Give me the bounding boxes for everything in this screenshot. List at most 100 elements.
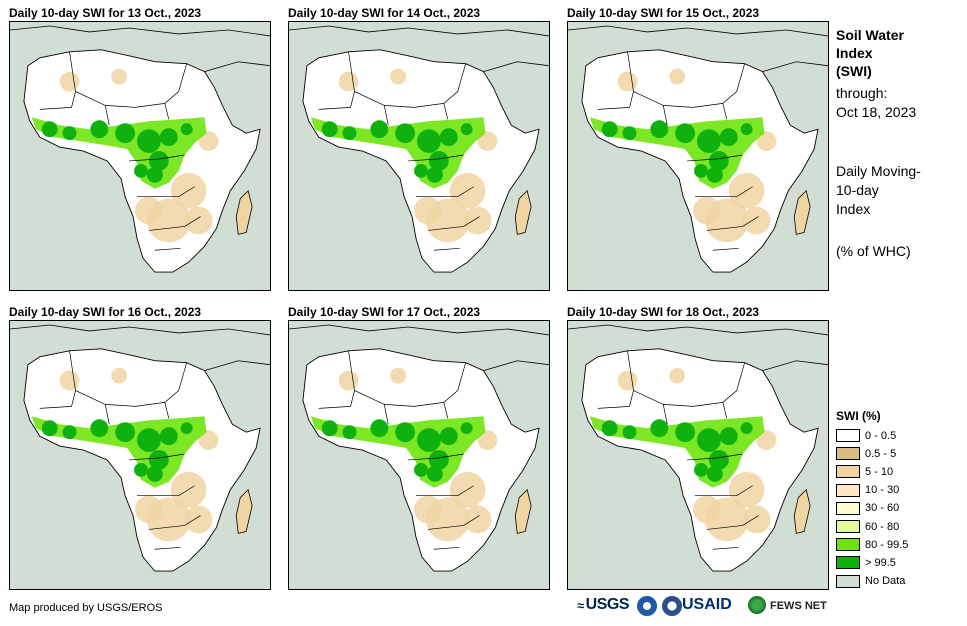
country-border [712,247,739,251]
dry-soil-area [463,206,492,235]
panel-title: Daily 10-day SWI for 16 Oct., 2023 [9,305,202,319]
saturated-area [708,151,729,171]
saturated-area [708,450,729,470]
saturated-area [180,422,193,435]
legend-swatch [836,538,860,552]
dry-soil-area [669,68,686,85]
saturated-area [697,129,721,154]
coastline-mideast [762,360,828,372]
dry-soil-area [617,71,638,92]
country-border [413,63,466,108]
coastline-north [568,324,828,336]
country-border [154,247,181,251]
legend-item: 0 - 0.5 [836,428,896,443]
country-border [427,216,480,231]
coastline-north [568,25,828,37]
country-border [416,186,474,198]
country-border [706,216,759,231]
dry-soil-area [742,505,771,534]
saturated-area [706,166,723,183]
saturated-area [697,428,721,453]
country-border [148,216,201,231]
legend-label: 5 - 10 [865,465,894,478]
saturated-area [719,128,738,147]
panel-title: Daily 10-day SWI for 18 Oct., 2023 [567,305,760,319]
legend-item: > 99.5 [836,555,896,570]
country-border [383,404,389,425]
africa-map [10,25,270,273]
saturated-area [417,129,441,154]
dry-soil-area [414,495,442,524]
country-border [427,515,480,530]
country-border [627,51,694,108]
dry-soil-area [477,430,498,451]
country-border [39,91,76,110]
saturated-area [90,120,109,139]
country-border [408,453,464,461]
legend-item: 10 - 30 [836,483,899,498]
legend-swatch [836,556,860,570]
saturated-area [159,427,178,446]
coastline-mideast [483,61,549,73]
saturated-area [650,419,669,438]
country-border [597,390,634,409]
legend-label: > 99.5 [865,556,896,569]
saturated-area [41,121,58,138]
country-border [433,546,460,550]
map-panel-6 [567,320,829,590]
country-border [137,485,195,497]
legend-item: 80 - 99.5 [836,537,908,552]
saturated-area [370,120,389,139]
dry-soil-area [617,370,638,391]
saturated-area [137,129,161,154]
country-border [164,402,170,419]
madagascar [793,189,811,235]
country-border [692,362,745,407]
country-border [722,402,728,419]
saturated-area [395,422,416,443]
dry-soil-area [184,505,213,534]
coastline-mideast [762,61,828,73]
through-label: through: [836,85,888,101]
fews-globe-icon [748,596,766,614]
saturated-area [414,163,428,178]
saturated-area [62,425,77,440]
saturated-area [428,151,449,171]
legend-label: 0 - 0.5 [865,429,897,442]
africa-map [568,25,828,273]
saturated-area [414,462,428,477]
country-border [129,154,185,162]
dry-soil-area [463,505,492,534]
panel-title: Daily 10-day SWI for 14 Oct., 2023 [288,6,481,20]
dry-soil-area [111,367,128,384]
saturated-area [460,422,473,435]
saturated-area [148,450,169,470]
saturated-area [439,427,458,446]
country-border [443,402,449,419]
saturated-area [675,123,696,144]
dry-soil-area [742,206,771,235]
dry-soil-area [338,370,359,391]
saturated-area [159,128,178,147]
saturated-area [146,465,163,482]
madagascar [514,488,532,534]
legend-swatch [836,483,860,497]
dry-soil-area [669,367,686,384]
country-border [318,390,355,409]
saturated-area [321,420,338,437]
usaid-seal-icon [662,596,682,616]
saturated-area [115,422,136,443]
legend-swatch [836,447,860,461]
panel-title: Daily 10-day SWI for 15 Oct., 2023 [567,6,760,20]
coastline-north [289,324,549,336]
dry-soil-area [693,196,721,225]
saturated-area [426,465,443,482]
coastline-mideast [483,360,549,372]
description: Daily Moving- 10-day Index [836,163,921,217]
country-border [662,105,668,126]
dry-soil-area [390,68,407,85]
legend-item: 0.5 - 5 [836,446,896,461]
country-border [164,103,170,120]
country-border [137,186,195,198]
africa-map [289,324,549,572]
